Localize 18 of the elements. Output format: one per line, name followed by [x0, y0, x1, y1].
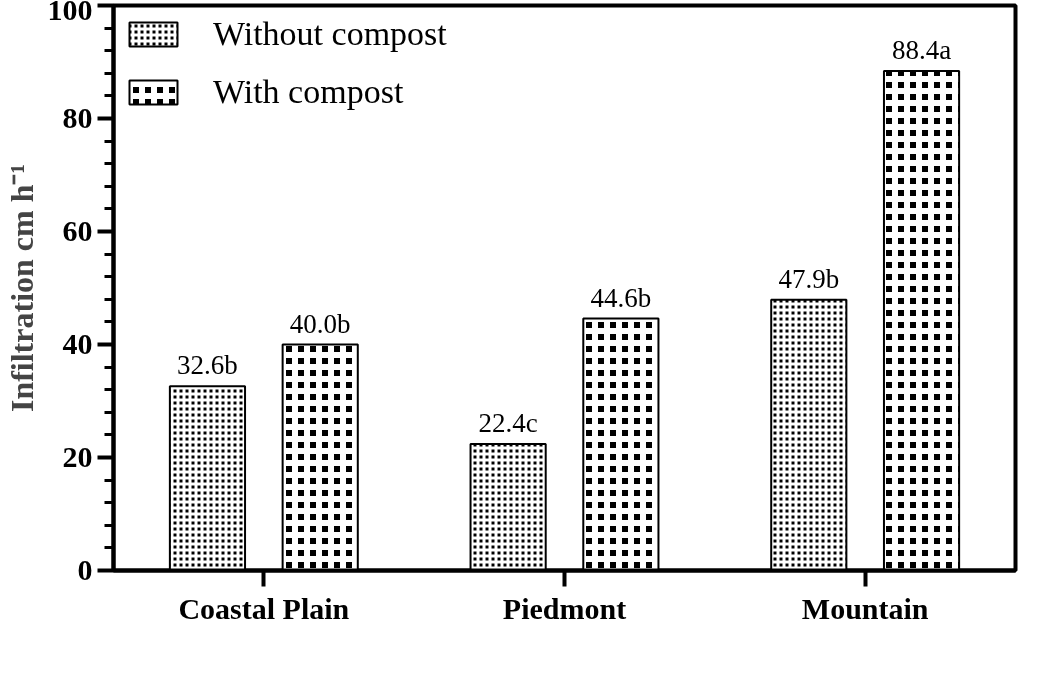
x-tick-label: Piedmont [502, 591, 627, 625]
data-label: 32.6b [177, 350, 238, 381]
legend-label: Without compost [213, 15, 447, 53]
x-tick-label: Mountain [801, 591, 929, 625]
y-tick-label: 100 [47, 0, 93, 26]
y-tick-label: 20 [62, 440, 93, 473]
data-label: 40.0b [289, 308, 351, 339]
data-label: 47.9b [778, 263, 840, 294]
y-tick-label: 0 [77, 553, 93, 586]
y-tick-label: 40 [62, 327, 93, 360]
y-axis-title: Infiltration cm h⁻¹ [3, 163, 40, 413]
legend-label: With compost [213, 73, 404, 111]
y-tick-label: 60 [62, 214, 93, 247]
data-label: 44.6b [590, 282, 652, 313]
y-tick-label: 80 [62, 101, 93, 134]
data-label: 88.4a [891, 35, 952, 66]
x-tick-label: Coastal Plain [178, 591, 350, 625]
data-label: 22.4c [478, 407, 538, 438]
